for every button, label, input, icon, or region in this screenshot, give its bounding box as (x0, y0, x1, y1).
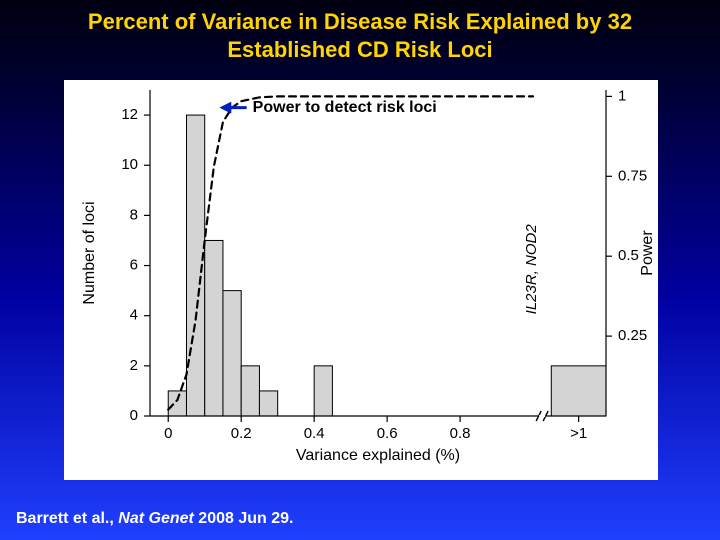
y-right-axis-label: Power (639, 230, 656, 276)
citation: Barrett et al., Nat Genet 2008 Jun 29. (16, 510, 293, 528)
y-left-tick-label: 8 (130, 206, 138, 223)
x-tick-label: 0.6 (377, 425, 398, 442)
y-left-tick-label: 2 (130, 357, 138, 374)
x-tick-label: 0 (164, 425, 172, 442)
annotation-label: Power to detect risk loci (253, 99, 437, 116)
y-left-tick-label: 12 (121, 106, 138, 123)
citation-prefix: Barrett et al., (16, 510, 118, 527)
y-left-axis-label: Number of loci (81, 201, 98, 304)
y-right-tick-label: 0.5 (618, 247, 639, 264)
histogram-bar (205, 240, 223, 416)
chart-svg: 0 2 4 6 8 10 12 Number of loci 0.25 0.5 0.75 1 Power… (64, 80, 658, 480)
y-right-tick-label: 1 (618, 87, 626, 104)
histogram-bar (241, 366, 259, 416)
citation-suffix: 2008 Jun 29. (194, 510, 294, 527)
x-tick-label: 0.8 (450, 425, 471, 442)
y-left-tick-label: 4 (130, 307, 138, 324)
slide-title: Percent of Variance in Disease Risk Expl… (40, 8, 680, 63)
histogram-bar (314, 366, 332, 416)
y-left-tick-label: 6 (130, 257, 138, 274)
title-line-1: Percent of Variance in Disease Risk Expl… (88, 9, 632, 34)
x-tick-label: 0.4 (304, 425, 325, 442)
chart-panel: 0 2 4 6 8 10 12 Number of loci 0.25 0.5 0.75 1 Power… (64, 80, 658, 480)
citation-journal: Nat Genet (118, 510, 194, 527)
title-line-2: Established CD Risk Loci (227, 37, 492, 62)
gene-label: IL23R, NOD2 (523, 224, 540, 315)
y-right-tick-label: 0.75 (618, 167, 647, 184)
histogram-bar (223, 291, 241, 416)
slide-root: { "title_line1": "Percent of Variance in… (0, 0, 720, 540)
y-right-tick-label: 0.25 (618, 327, 647, 344)
y-left-tick-label: 0 (130, 407, 138, 424)
histogram-bar (551, 366, 606, 416)
histogram-bar (168, 391, 186, 416)
x-tick-label: 0.2 (231, 425, 252, 442)
histogram-bar (259, 391, 277, 416)
x-tick-label: >1 (570, 425, 587, 442)
x-axis-label: Variance explained (%) (296, 447, 460, 464)
y-left-tick-label: 10 (121, 156, 138, 173)
arrow-head-icon (219, 102, 231, 114)
